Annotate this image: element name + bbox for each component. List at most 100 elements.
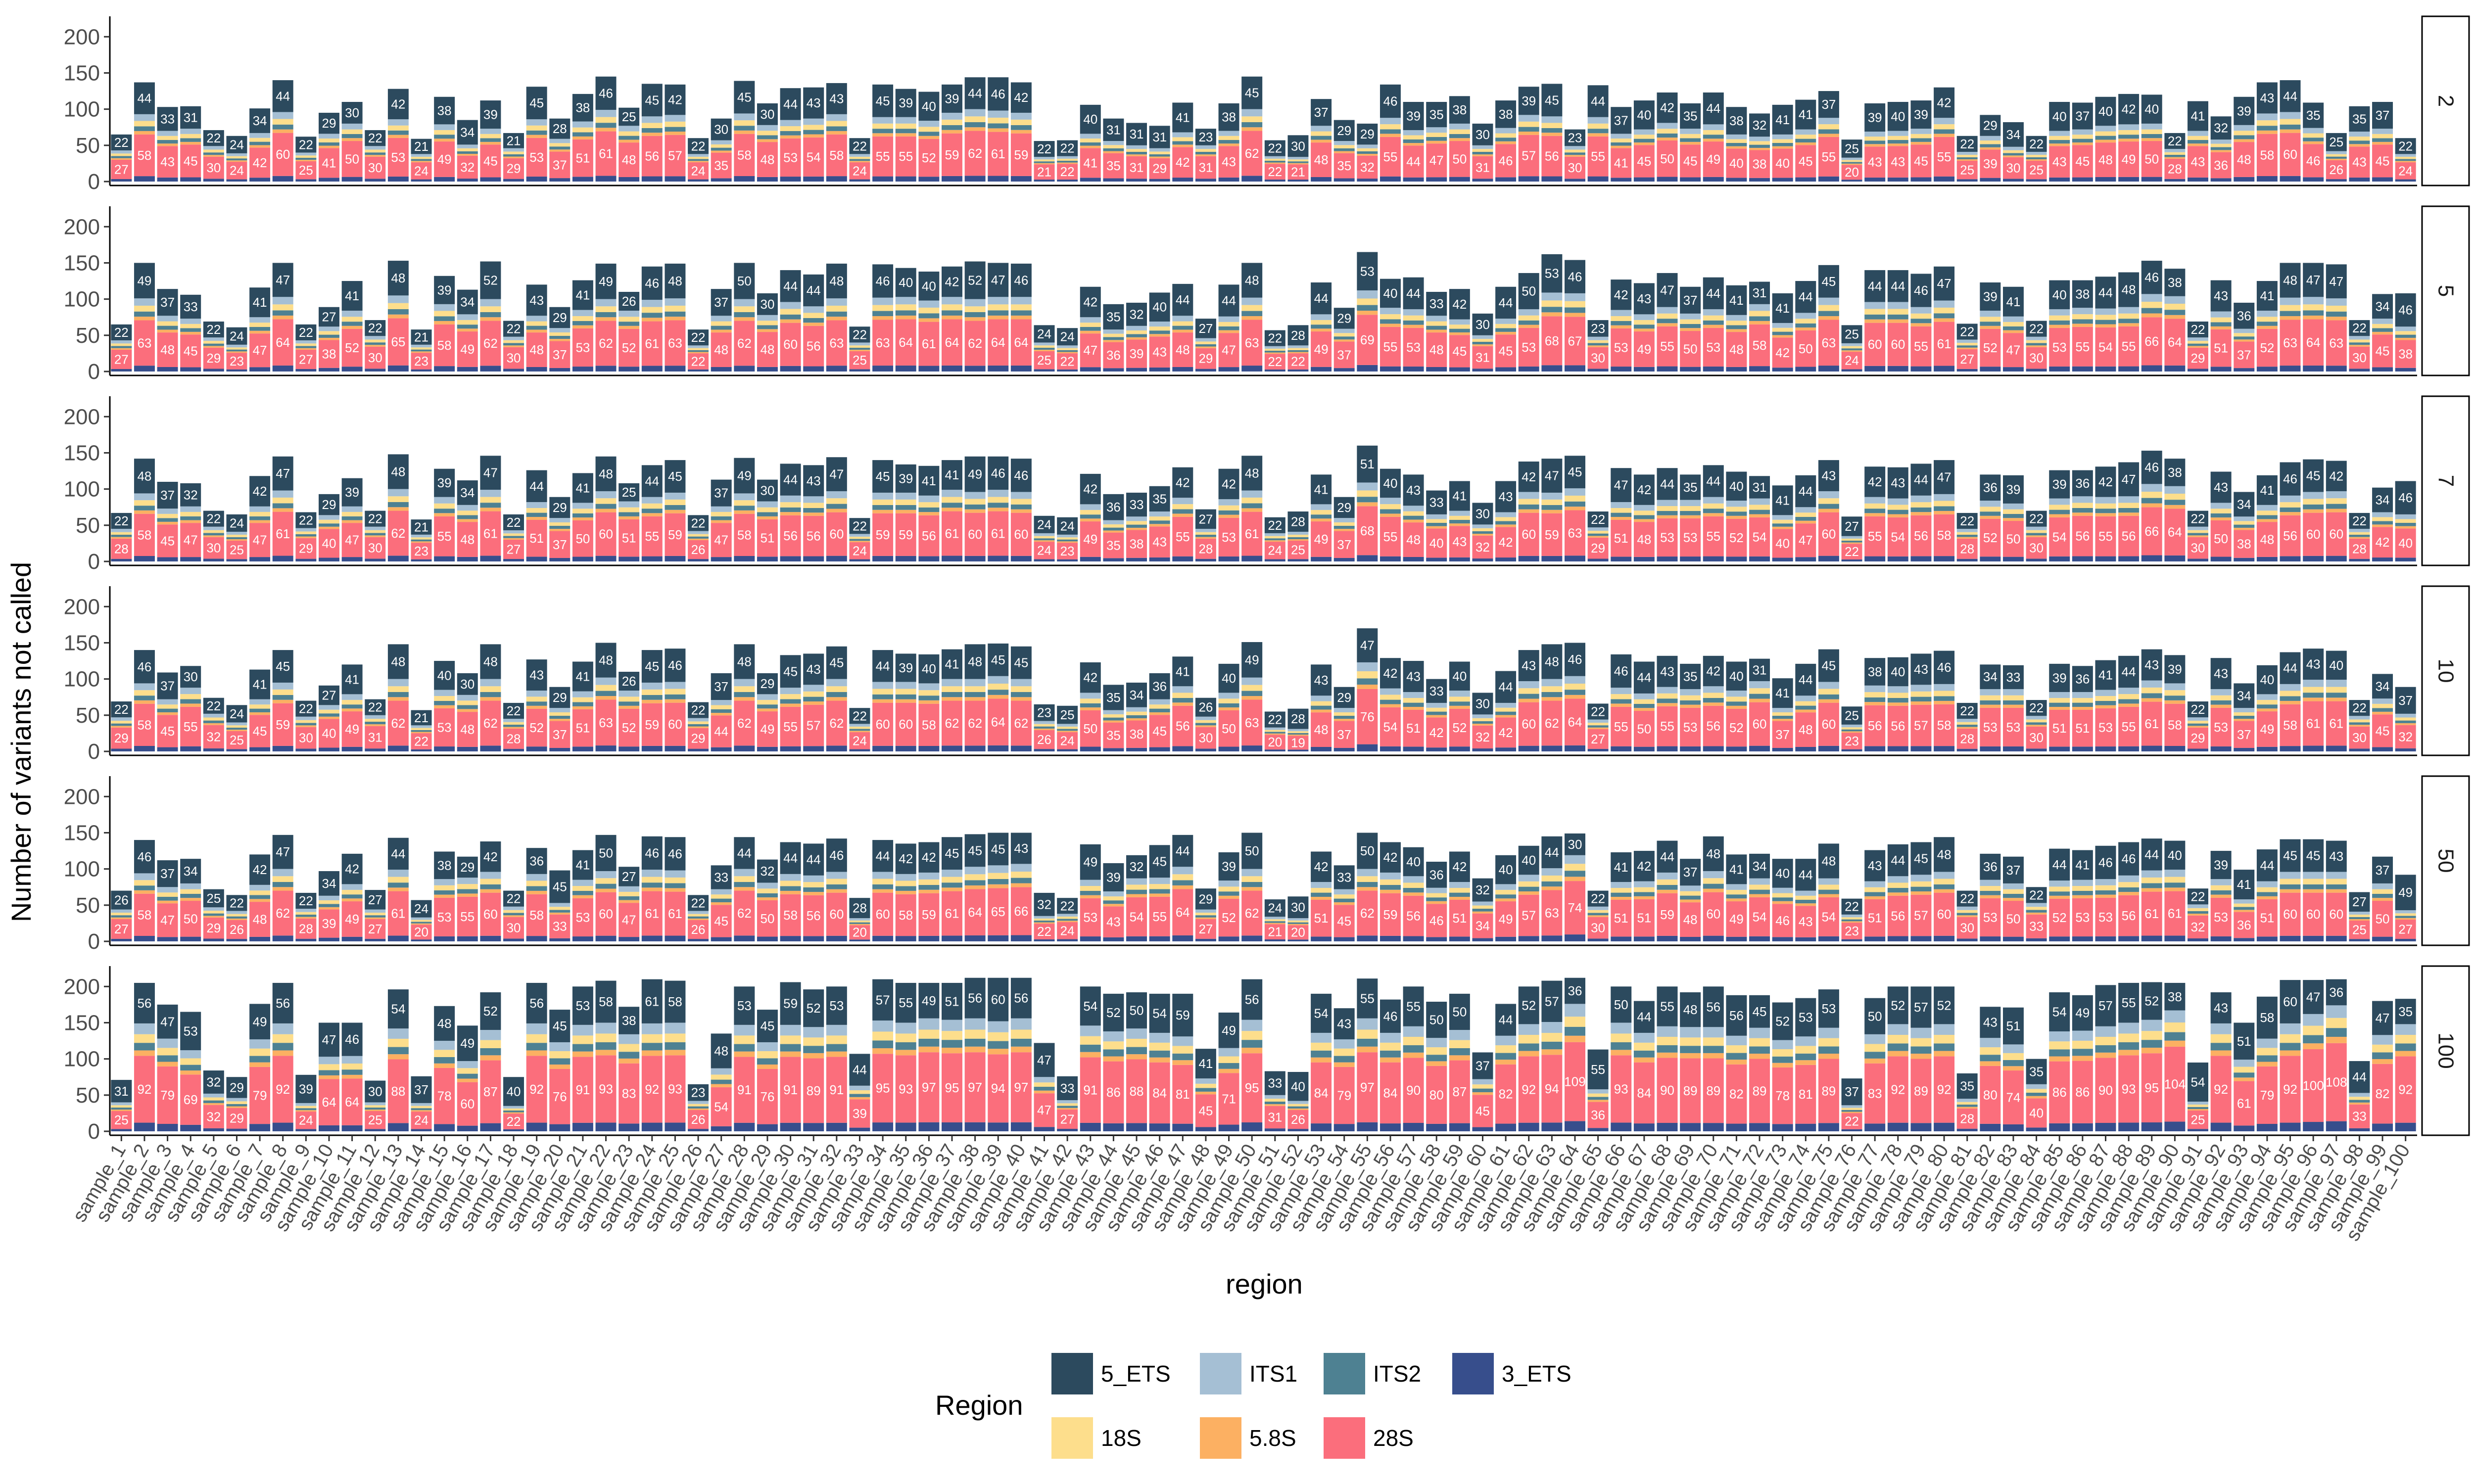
bar-segment-18S (1887, 693, 1908, 698)
bar-value-label: 33 (184, 299, 198, 314)
bar-value-label: 64 (991, 335, 1005, 350)
bar-value-label: 38 (2168, 275, 2182, 290)
bar-segment-18S (1126, 711, 1147, 715)
bar-segment-ITS1 (1841, 724, 1862, 728)
bar-value-label: 45 (2075, 154, 2090, 169)
bar-value-label: 51 (622, 531, 636, 546)
bar-segment-5_ETS (780, 88, 801, 120)
bar-value-label: 47 (2306, 273, 2321, 287)
bar-value-label: 24 (1037, 326, 1051, 341)
bar-value-label: 22 (206, 131, 221, 145)
bar-segment-3_ETS (2026, 748, 2047, 751)
bar-segment-ITS1 (849, 918, 870, 921)
bar-segment-3_ETS (1703, 746, 1724, 751)
bar-segment-18S (1934, 501, 1955, 507)
bar-value-label: 24 (1037, 543, 1051, 558)
bar-value-label: 61 (2306, 716, 2321, 731)
bar-segment-3_ETS (2188, 748, 2208, 751)
bar-value-label: 33 (2006, 670, 2021, 685)
bar-segment-3_ETS (1380, 746, 1401, 751)
bar-segment-18S (826, 879, 847, 884)
bar-segment-5.8S (757, 329, 778, 332)
bar-segment-3_ETS (1864, 177, 1886, 182)
bar-segment-5.8S (2210, 894, 2232, 898)
bar-segment-28S (595, 131, 617, 176)
bar-segment-ITS1 (2395, 326, 2416, 331)
bar-value-label: 64 (1014, 335, 1028, 350)
bar-segment-ITS1 (411, 917, 432, 920)
bar-value-label: 32 (2214, 121, 2228, 136)
bar-segment-3_ETS (1218, 177, 1239, 182)
bar-segment-18S (780, 694, 801, 699)
bar-value-label: 42 (1083, 482, 1097, 497)
bar-segment-5.8S (434, 139, 455, 142)
bar-segment-18S (1633, 699, 1655, 704)
bar-segment-5.8S (2164, 887, 2186, 891)
bar-segment-5.8S (849, 350, 870, 352)
bar-segment-ITS2 (2210, 513, 2232, 518)
bar-segment-28S (572, 139, 593, 177)
bar-segment-ITS2 (1587, 725, 1609, 728)
bar-value-label: 42 (1452, 297, 1467, 312)
bar-segment-3_ETS (1587, 176, 1609, 182)
bar-segment-ITS1 (2141, 123, 2162, 130)
bar-value-label: 42 (253, 484, 267, 499)
bar-segment-3_ETS (1403, 177, 1424, 182)
bar-segment-3_ETS (1380, 176, 1401, 182)
bar-value-label: 40 (1891, 664, 1905, 679)
bar-segment-ITS1 (757, 882, 778, 889)
bar-segment-ITS2 (2234, 336, 2255, 340)
bar-segment-18S (1749, 311, 1770, 317)
bar-segment-ITS2 (734, 506, 755, 510)
bar-segment-18S (1380, 504, 1401, 510)
bar-value-label: 30 (760, 297, 774, 312)
bar-segment-ITS1 (1403, 876, 1424, 883)
bar-segment-ITS2 (134, 506, 155, 510)
bar-segment-ITS1 (1126, 516, 1147, 521)
bar-segment-ITS1 (1241, 490, 1263, 498)
bar-segment-ITS2 (2164, 500, 2186, 505)
bar-segment-ITS1 (1565, 146, 1585, 150)
bar-segment-5.8S (1518, 132, 1539, 135)
bar-value-label: 51 (1868, 911, 1882, 926)
bar-segment-5.8S (895, 699, 916, 703)
bar-value-label: 26 (114, 893, 129, 908)
bar-segment-ITS2 (272, 881, 293, 887)
bar-segment-ITS2 (1726, 511, 1747, 516)
bar-value-label: 38 (1868, 664, 1882, 679)
bar-value-label: 39 (899, 95, 913, 110)
bar-segment-5.8S (1311, 139, 1332, 143)
bar-segment-5_ETS (988, 77, 1009, 111)
bar-segment-3_ETS (157, 937, 178, 941)
bar-segment-ITS2 (757, 325, 778, 329)
bar-segment-ITS2 (665, 127, 686, 132)
bar-segment-ITS1 (111, 909, 132, 913)
bar-value-label: 64 (945, 335, 959, 350)
bar-segment-3_ETS (1749, 178, 1770, 182)
bar-segment-18S (641, 689, 663, 695)
bar-segment-5.8S (1680, 328, 1701, 331)
bar-segment-18S (1680, 695, 1701, 700)
bar-segment-3_ETS (1472, 938, 1493, 941)
bar-value-label: 47 (2329, 274, 2343, 289)
bar-value-label: 39 (945, 91, 959, 106)
bar-segment-5.8S (2026, 725, 2047, 727)
bar-segment-5.8S (1795, 520, 1816, 524)
bar-segment-5.8S (572, 895, 593, 898)
bar-segment-ITS1 (1680, 885, 1701, 891)
bar-segment-5.8S (803, 323, 824, 326)
bar-value-label: 45 (668, 469, 682, 484)
bar-segment-18S (526, 696, 547, 702)
